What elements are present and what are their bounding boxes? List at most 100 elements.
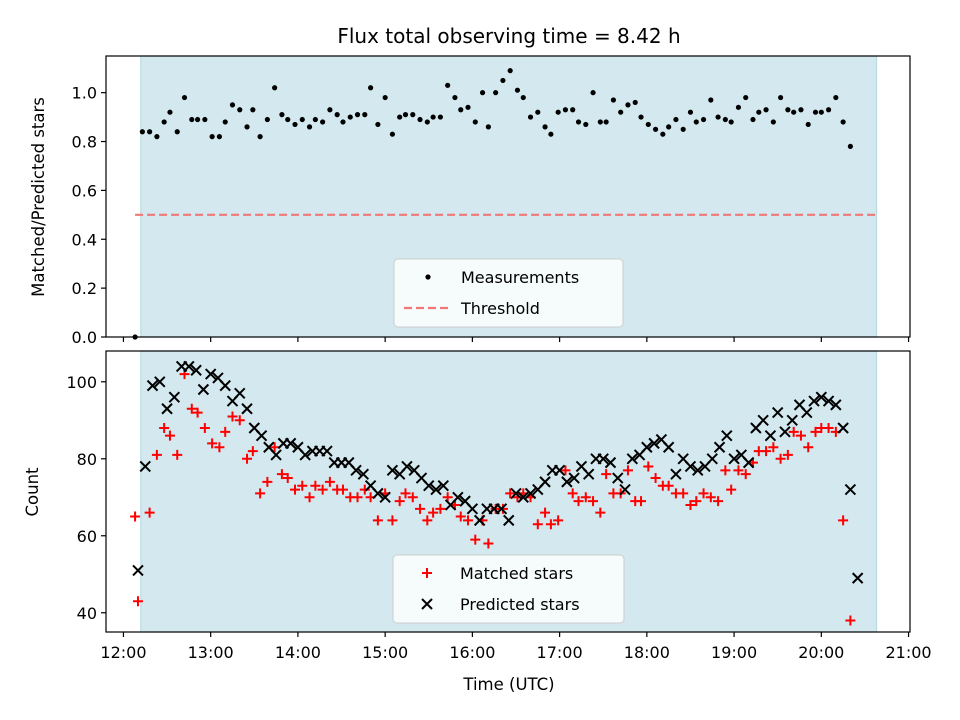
predicted-star-point-35 [386,464,399,477]
predicted-star-point-7 [183,360,195,373]
measurement-point-67 [597,119,603,125]
predicted-star-point-86 [757,414,769,426]
matched-star-point-15 [234,415,245,426]
measurement-point-66 [590,90,596,96]
top-y-tick-label-0: 0.0 [72,328,97,347]
measurement-point-62 [562,107,569,113]
measurement-point-43 [430,114,436,120]
measurement-point-72 [632,99,638,106]
matched-star-point-18 [255,488,266,499]
matched-star-point-4 [159,422,170,433]
matched-star-point-21 [276,469,287,480]
measurement-point-42 [424,119,430,125]
measurement-point-68 [603,119,609,125]
measurement-point-39 [402,112,409,118]
matched-star-point-53 [497,503,508,514]
x-tick-label-1: 13:00 [188,643,234,662]
predicted-star-point-74 [670,468,682,480]
predicted-star-point-87 [764,429,777,442]
matched-star-point-8 [186,403,197,414]
matched-star-point-61 [553,515,564,526]
predicted-star-point-58 [553,464,566,477]
matched-star-point-88 [740,469,751,480]
measurement-point-100 [825,107,832,113]
matched-star-point-64 [573,496,584,507]
predicted-star-point-41 [430,483,442,496]
measurement-point-96 [798,107,804,113]
measurement-point-50 [479,90,486,96]
x-tick-label-2: 14:00 [275,643,321,662]
predicted-star-point-46 [466,503,479,515]
measurement-point-24 [299,116,305,123]
matched-star-point-79 [678,488,689,499]
predicted-star-point-51 [503,514,515,527]
matched-star-point-91 [761,446,772,457]
measurement-point-60 [548,131,554,137]
matched-star-point-3 [151,449,162,460]
measurement-point-26 [312,116,318,123]
predicted-star-point-30 [350,464,362,477]
matched-star-point-14 [227,411,238,422]
predicted-star-point-95 [822,395,835,407]
x-tick-label-4: 16:00 [449,643,495,662]
matched-star-point-49 [470,534,481,545]
measurement-point-28 [327,107,333,113]
matched-star-point-40 [407,492,418,503]
measurement-point-5 [167,109,173,115]
measurement-point-13 [222,119,228,125]
matched-star-point-71 [622,465,633,476]
measurement-point-54 [507,68,513,74]
top-axes-frame [105,55,911,338]
matched-star-point-92 [768,442,779,453]
measurement-point-70 [618,109,624,115]
measurement-point-34 [368,85,374,91]
predicted-star-point-37 [401,460,413,473]
measurement-point-57 [527,114,534,120]
matched-star-point-62 [560,465,571,476]
measurement-point-49 [472,119,478,125]
matched-star-point-5 [164,430,175,441]
predicted-star-point-79 [706,453,718,465]
measurement-point-97 [805,121,811,128]
predicted-star-point-15 [241,403,253,415]
matched-star-point-84 [713,496,724,507]
matched-star-point-85 [720,465,731,476]
matched-star-point-13 [220,426,231,437]
measurement-point-83 [708,97,714,103]
measurement-point-3 [154,134,160,140]
predicted-star-point-59 [561,476,573,488]
matched-star-point-1 [132,596,143,607]
matched-star-point-60 [545,519,556,530]
predicted-star-point-71 [648,437,660,450]
predicted-star-point-2 [146,379,159,392]
x-tick-label-9: 21:00 [885,643,931,662]
measurement-point-59 [542,124,548,130]
matched-star-point-59 [540,507,551,518]
matched-star-point-24 [297,480,308,491]
measurement-point-84 [715,114,721,120]
x-tick-label-3: 15:00 [362,643,408,662]
predicted-star-point-3 [154,376,166,388]
matched-star-point-81 [691,496,702,507]
measurement-point-95 [791,109,797,115]
measurement-point-31 [347,114,353,120]
matched-star-point-54 [505,488,516,499]
predicted-star-point-99 [851,572,864,584]
matched-star-point-65 [580,492,591,503]
measurement-point-40 [410,112,416,118]
matched-star-point-22 [282,473,293,484]
matched-star-point-2 [144,507,155,518]
matched-star-point-95 [788,426,799,437]
predicted-star-point-50 [495,503,508,515]
measurement-point-1 [139,129,145,135]
measurement-point-65 [583,121,589,128]
top-y-tick-label-2: 0.4 [72,230,97,249]
matched-star-point-77 [663,480,674,491]
predicted-star-point-33 [372,487,384,500]
measurement-point-53 [500,77,506,84]
measurement-point-47 [458,107,464,113]
measurement-point-90 [756,109,762,115]
top-y-tick-label-3: 0.6 [72,181,97,200]
bottom-y-tick-label-3: 100 [66,373,97,392]
